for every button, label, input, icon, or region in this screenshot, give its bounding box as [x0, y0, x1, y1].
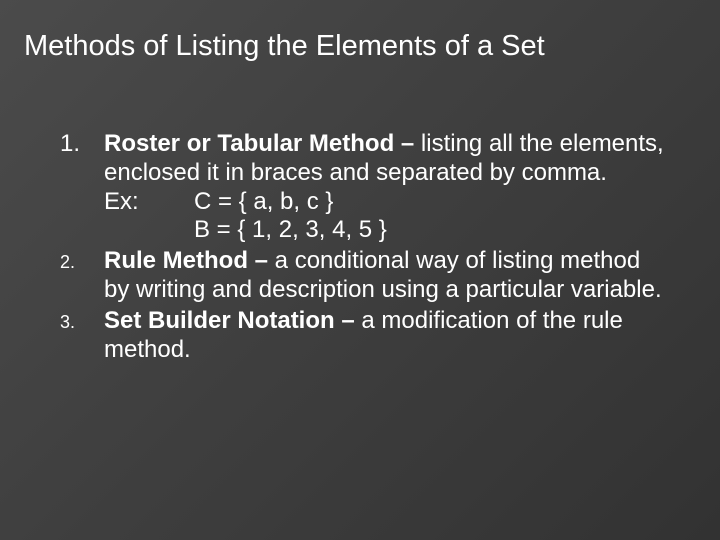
list-content-2: Rule Method – a conditional way of listi…	[104, 247, 670, 305]
item-heading: Set Builder Notation –	[104, 307, 361, 334]
slide: Methods of Listing the Elements of a Set…	[0, 0, 720, 540]
list-content-3: Set Builder Notation – a modification of…	[104, 307, 670, 365]
list-item: 1. Roster or Tabular Method – listing al…	[60, 130, 670, 245]
example-line-2: B = { 1, 2, 3, 4, 5 }	[104, 216, 670, 245]
list-content-1: Roster or Tabular Method – listing all t…	[104, 130, 670, 245]
example-line-1: Ex: C = { a, b, c }	[104, 188, 670, 217]
list-item: 3. Set Builder Notation – a modification…	[60, 307, 670, 365]
item-heading: Roster or Tabular Method –	[104, 130, 421, 157]
example-label: Ex:	[104, 188, 194, 217]
example-block: Ex: C = { a, b, c } B = { 1, 2, 3, 4, 5 …	[104, 188, 670, 246]
slide-body: 1. Roster or Tabular Method – listing al…	[60, 130, 670, 366]
list-number-1: 1.	[60, 130, 104, 159]
slide-title: Methods of Listing the Elements of a Set	[24, 30, 680, 63]
list-item: 2. Rule Method – a conditional way of li…	[60, 247, 670, 305]
example-value-1: C = { a, b, c }	[194, 188, 670, 217]
item-heading: Rule Method –	[104, 247, 275, 274]
list-number-2: 2.	[60, 247, 104, 274]
list-number-3: 3.	[60, 307, 104, 334]
